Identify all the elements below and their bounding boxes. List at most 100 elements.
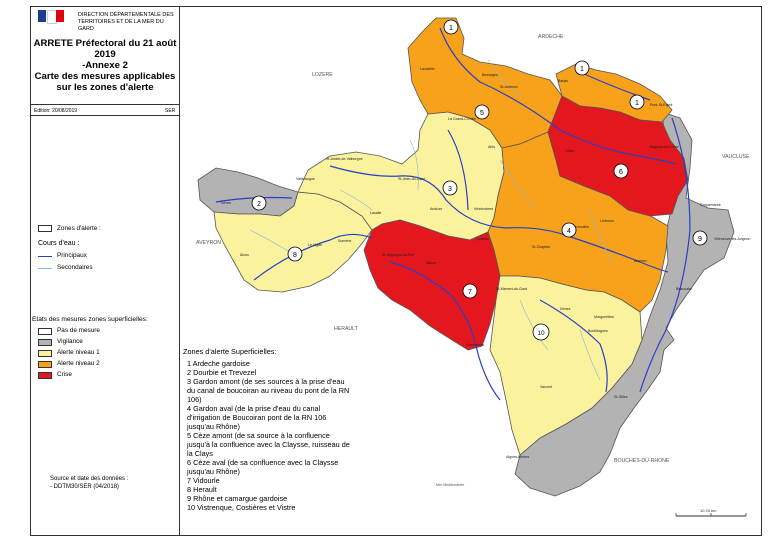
- town: Vauvert: [540, 385, 552, 389]
- zones-list-title: Zones d'alerte Superficielles:: [183, 347, 277, 356]
- zone-number: 1: [635, 100, 639, 107]
- scale-bar: 10 20 km: [675, 508, 747, 517]
- secondaires-label: Secondaires: [57, 264, 93, 271]
- cours-title: Cours d'eau :: [38, 240, 80, 247]
- map-frame: [30, 6, 762, 536]
- swatch-crise: [38, 372, 52, 379]
- town: St-Jean-du-Gard: [398, 177, 425, 181]
- town: Sommières: [466, 343, 484, 347]
- zone-number: 8: [293, 252, 297, 259]
- town: Aramon: [634, 259, 647, 263]
- town: La Grand-Combe: [448, 117, 476, 121]
- etats-title: Etats des mesures zones superficielles:: [32, 316, 148, 323]
- label-mer: Mer Méditerranée: [436, 483, 464, 487]
- edition-code: SER: [165, 108, 176, 114]
- town: Lédenon: [600, 219, 614, 223]
- town: Roquemaure: [700, 203, 721, 207]
- town: Trèves: [220, 201, 231, 205]
- swatch-pas-de-mesure: [38, 328, 52, 335]
- town: Le Vigan: [308, 243, 322, 247]
- department-name: Direction départementale des territoires …: [78, 12, 174, 32]
- town: Quissac: [476, 237, 489, 241]
- main-rivers: [215, 27, 691, 401]
- zone-9-shape: [514, 111, 735, 497]
- state-label: Alerte niveau 2: [57, 360, 100, 367]
- zones-list-item: 1 Ardeche gardoise: [187, 359, 250, 368]
- zone-10-shape: [489, 275, 643, 456]
- republique-logo: [38, 10, 64, 28]
- town: Bessèges: [482, 73, 498, 77]
- town: St-Mamert-du-Gard: [496, 287, 527, 291]
- state-label: Alerte niveau 1: [57, 349, 100, 356]
- scale-label: 10 20 km: [700, 508, 717, 513]
- zones-label: Zones d'alerte :: [57, 225, 101, 232]
- edition-date: Edition: 20/08/2019: [34, 108, 78, 114]
- legend-panel: [30, 6, 180, 536]
- label-vaucluse: VAUCLUSE: [722, 154, 750, 160]
- town: Remoulins: [572, 225, 589, 229]
- zone-number: 10: [537, 330, 545, 337]
- town: Sumène: [338, 239, 351, 243]
- town: Nîmes: [560, 307, 571, 311]
- principal-line: [38, 256, 52, 257]
- zone-number: 4: [567, 228, 571, 235]
- state-label: Crise: [57, 371, 72, 378]
- zone-number: 1: [449, 25, 453, 32]
- swatch-alerte-1: [38, 350, 52, 357]
- map-title: ARRETE Préfectoral du 21 août 2019 -Anne…: [33, 38, 177, 93]
- zones-list: Zones d'alerte Superficielles: 1 Ardeche…: [183, 347, 353, 512]
- town: St-Gilles: [614, 395, 628, 399]
- label-bouches-du-rhone: BOUCHES-DU-RHONE: [614, 458, 670, 464]
- state-label: Vigilance: [57, 338, 83, 345]
- swatch-vigilance: [38, 339, 52, 346]
- town: Lasalle: [370, 211, 381, 215]
- zones-list-item: 5 Cèze amont (de sa source à la confluen…: [187, 431, 350, 458]
- swatch-alerte-2: [38, 361, 52, 368]
- zones-list-item: 10 Vistrenque, Costières et Vistre: [187, 503, 296, 512]
- town: Aigues-Mortes: [506, 455, 529, 459]
- zone-number: 7: [468, 289, 472, 296]
- town: St-Hippolyte-du-Fort: [382, 253, 414, 257]
- town: Bouillargues: [588, 329, 608, 333]
- label-herault: HERAULT: [334, 326, 359, 332]
- zone-number: 3: [448, 186, 452, 193]
- zones-list-item: 4 Gardon aval (de la prise d'eau du cana…: [187, 404, 327, 431]
- town: Anduze: [430, 207, 442, 211]
- zone-number: 1: [580, 66, 584, 73]
- town: Uzès: [566, 149, 574, 153]
- town: Alès: [488, 145, 495, 149]
- zone-number: 5: [480, 110, 484, 117]
- zone-6-shape: [547, 95, 689, 217]
- town: Lavalette: [420, 67, 435, 71]
- town: Vézénobres: [474, 207, 493, 211]
- town: Valleraugue: [296, 177, 315, 181]
- town: Barjac: [558, 79, 568, 83]
- town: Alzon: [240, 253, 249, 257]
- town: St-Ambroix: [500, 85, 518, 89]
- zone-number: 9: [698, 236, 702, 243]
- zone-number: 2: [257, 201, 261, 208]
- town: St-André-de-Valborgne: [326, 157, 363, 161]
- town: Beaucaire: [676, 287, 692, 291]
- label-aveyron: AVEYRON: [196, 240, 221, 246]
- zones-list-item: 7 Vidourle: [187, 476, 220, 485]
- zone-2-shape: [197, 167, 299, 217]
- zones-list-item: 9 Rhône et camargue gardoise: [187, 494, 288, 503]
- zones-swatch: [38, 225, 52, 232]
- edition-bar: Edition: 20/08/2019 SER: [30, 104, 180, 116]
- town: Pont-St-Esprit: [650, 103, 672, 107]
- town: Marguerittes: [594, 315, 614, 319]
- town: Sauve: [426, 261, 436, 265]
- data-source: Source et date des données :- DDTM30/SER…: [50, 476, 129, 490]
- zones-list-item: 6 Cèze aval (de sa confluence avec la Cl…: [187, 458, 339, 476]
- town: Villeneuve-lès-Avignon: [714, 237, 750, 241]
- secondary-rivers: [249, 59, 613, 381]
- zones-list-item: 3 Gardon amont (de ses sources à la pris…: [187, 377, 350, 404]
- label-ardeche: ARDECHE: [538, 34, 564, 40]
- zone-number: 6: [619, 169, 623, 176]
- town: Bagnols-sur-Cèze: [650, 145, 679, 149]
- state-label: Pas de mesure: [57, 327, 100, 334]
- zones-list-item: 2 Dourbie et Trevezel: [187, 368, 257, 377]
- town: St-Chaptes: [532, 245, 550, 249]
